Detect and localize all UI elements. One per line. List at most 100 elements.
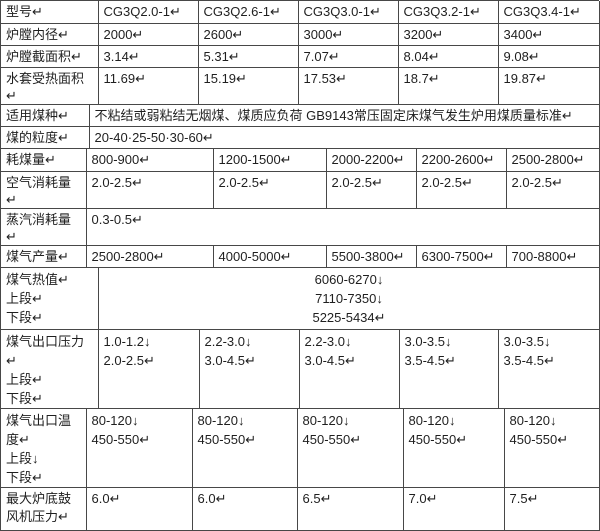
cell-text: CG3Q2.6-1↵	[203, 4, 281, 19]
band-coal-type: 适用煤种↵ 不粘结或弱粘结无烟煤、煤质应负荷 GB9143常压固定床煤气发生炉用…	[1, 104, 600, 149]
cell-text: 450-550↵	[302, 431, 362, 447]
row-label-cell: 最大炉底鼓风机压力↵	[1, 487, 87, 531]
table-row: 炉膛截面积↵ 3.14↵ 5.31↵ 7.07↵ 8.04↵ 9.08↵	[1, 45, 600, 68]
row-label-cell: 水套受热面积↵	[1, 67, 99, 105]
value-cell-span: 0.3-0.5↵	[86, 208, 600, 246]
row-label: 炉膛内径↵	[6, 26, 69, 42]
cell-text: 3.0-3.5↓	[503, 333, 551, 349]
value-cell: 18.7↵	[398, 67, 499, 105]
row-label-cell: 型号↵	[1, 1, 99, 24]
cell-text: 7.5↵	[509, 490, 539, 506]
row-sublabel-upper: 上段↓	[6, 450, 39, 466]
value-cell: 7.0↵	[403, 487, 505, 531]
cell-text: 2.2-3.0↓	[304, 333, 352, 349]
value-cell: CG3Q2.0-1↵	[98, 1, 199, 24]
value-cell: 3000↵	[298, 23, 399, 46]
cell-text: 19.87↵	[503, 70, 547, 86]
cell-text: 3200↵	[403, 26, 444, 42]
value-cell: 2.0-2.5↵	[213, 171, 327, 209]
cell-text: CG3Q2.0-1↵	[103, 4, 181, 19]
cell-text: 3.0-4.5↵	[204, 352, 256, 368]
table-row: 炉膛内径↵ 2000↵ 2600↵ 3000↵ 3200↵ 3400↵	[1, 23, 600, 46]
value-cell: 80-120↓ 450-550↵	[504, 408, 600, 488]
value-cell: 80-120↓ 450-550↵	[403, 408, 505, 488]
cell-text: 3.5-4.5↵	[503, 352, 555, 368]
cell-text: 0.3-0.5↵	[91, 211, 143, 227]
value-cell: 2.0-2.5↵	[416, 171, 507, 209]
value-cell: CG3Q3.4-1↵	[498, 1, 600, 24]
value-cell: 800-900↵	[86, 149, 214, 172]
table-row: 煤气热值↵ 上段↵ 下段↵ 6060-6270↓ 7110-7350↓ 5225…	[1, 268, 600, 330]
cell-text: 6.0↵	[91, 490, 121, 506]
cell-text: 1.0-1.2↓	[103, 333, 151, 349]
band-steam: 蒸汽消耗量↵ 0.3-0.5↵	[1, 208, 600, 246]
value-cell: 1.0-1.2↓ 2.0-2.5↵	[98, 329, 200, 409]
row-label: 炉膛截面积↵	[6, 48, 82, 64]
cell-text: 80-120↓	[91, 412, 139, 428]
value-cell: CG3Q3.2-1↵	[398, 1, 499, 24]
cell-text: 7.0↵	[408, 490, 438, 506]
value-cell: 6300-7500↵	[416, 245, 507, 268]
cell-text: 不粘结或弱粘结无烟煤、煤质应负荷 GB9143常压固定床煤气发生炉用煤质量标准↵	[94, 107, 573, 123]
table-row: 水套受热面积↵ 11.69↵ 15.19↵ 17.53↵ 18.7↵ 19.87…	[1, 67, 600, 105]
table-row: 蒸汽消耗量↵ 0.3-0.5↵	[1, 208, 600, 246]
cell-text: 8.04↵	[403, 48, 440, 64]
value-cell: CG3Q3.0-1↵	[298, 1, 399, 24]
row-sublabel-lower: 下段↵	[6, 310, 43, 325]
table-row: 空气消耗量↵ 2.0-2.5↵ 2.0-2.5↵ 2.0-2.5↵ 2.0-2.…	[1, 171, 600, 209]
value-cell: 3.14↵	[98, 45, 199, 68]
cell-text: 700-8800↵	[511, 248, 578, 264]
table-row: 耗煤量↵ 800-900↵ 1200-1500↵ 2000-2200↵ 2200…	[1, 149, 600, 172]
value-cell: 7.07↵	[298, 45, 399, 68]
cell-text: 3.5-4.5↵	[404, 352, 456, 368]
row-label: 煤气热值↵	[6, 272, 69, 287]
value-cell: 1200-1500↵	[213, 149, 327, 172]
cell-text: 2600↵	[203, 26, 244, 42]
cell-text: 6300-7500↵	[421, 248, 495, 264]
cell-text: 2500-2800↵	[91, 248, 165, 264]
value-cell: 2500-2800↵	[86, 245, 214, 268]
value-cell: 700-8800↵	[506, 245, 600, 268]
row-sublabel-lower: 下段↵	[6, 469, 43, 485]
value-cell: 4000-5000↵	[213, 245, 327, 268]
row-label: 煤的粒度↵	[6, 130, 69, 145]
value-cell: 2500-2800↵	[506, 149, 600, 172]
cell-text: 5225-5434↵	[312, 310, 386, 325]
cell-text: 17.53↵	[303, 70, 347, 86]
row-label-cell: 煤气热值↵ 上段↵ 下段↵	[1, 268, 99, 330]
value-cell: 3200↵	[398, 23, 499, 46]
table-row: 适用煤种↵ 不粘结或弱粘结无烟煤、煤质应负荷 GB9143常压固定床煤气发生炉用…	[1, 104, 600, 127]
row-label-cell: 煤的粒度↵	[1, 126, 90, 149]
row-label-cell: 空气消耗量↵	[1, 171, 87, 209]
cell-text: 6.0↵	[197, 490, 227, 506]
band-heat-value: 煤气热值↵ 上段↵ 下段↵ 6060-6270↓ 7110-7350↓ 5225…	[1, 268, 600, 330]
value-cell: 3.0-3.5↓ 3.5-4.5↵	[498, 329, 600, 409]
row-label-cell: 炉膛截面积↵	[1, 45, 99, 68]
cell-text: 3000↵	[303, 26, 344, 42]
value-cell: 2.0-2.5↵	[86, 171, 214, 209]
table-row: 煤的粒度↵ 20-40·25-50·30-60↵	[1, 126, 600, 149]
cell-text: 2.0-2.5↵	[91, 174, 143, 190]
value-cell: 3400↵	[498, 23, 600, 46]
row-label-cell: 适用煤种↵	[1, 104, 90, 127]
band-outlet-pressure: 煤气出口压力↵ 上段↵ 下段↵ 1.0-1.2↓ 2.0-2.5↵ 2.2-3.…	[1, 329, 600, 409]
cell-text: 7110-7350↓	[315, 291, 383, 306]
cell-text: 4000-5000↵	[218, 248, 292, 264]
row-label: 水套受热面积↵	[6, 70, 85, 103]
band-outlet-temperature: 煤气出口温度↵ 上段↓ 下段↵ 80-120↓ 450-550↵ 80-120↓…	[1, 408, 600, 531]
row-label: 最大炉底鼓风机压力↵	[6, 490, 72, 524]
value-cell: 8.04↵	[398, 45, 499, 68]
cell-text: 450-550↵	[509, 431, 569, 447]
row-sublabel-lower: 下段↵	[6, 390, 43, 406]
row-label-cell: 煤气出口温度↵ 上段↓ 下段↵	[1, 408, 87, 488]
value-cell-span: 6060-6270↓ 7110-7350↓ 5225-5434↵	[98, 268, 600, 330]
cell-text: 800-900↵	[91, 152, 151, 167]
row-label-cell: 炉膛内径↵	[1, 23, 99, 46]
cell-text: 2.0-2.5↵	[218, 174, 270, 190]
cell-text: 2.0-2.5↵	[511, 174, 563, 190]
cell-text: 20-40·25-50·30-60↵	[94, 130, 214, 145]
value-cell: 9.08↵	[498, 45, 600, 68]
row-label: 型号↵	[6, 4, 43, 19]
band-model-dimensions: 型号↵ CG3Q2.0-1↵ CG3Q2.6-1↵ CG3Q3.0-1↵ CG3…	[1, 1, 600, 105]
